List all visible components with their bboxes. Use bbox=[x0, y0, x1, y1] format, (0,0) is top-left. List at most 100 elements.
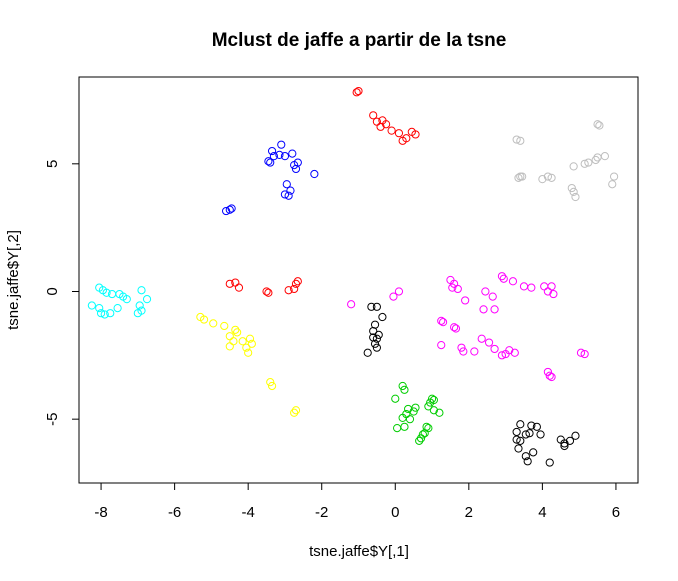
data-point bbox=[367, 302, 376, 311]
data-point bbox=[435, 408, 444, 417]
data-point bbox=[479, 305, 488, 314]
series-0 bbox=[225, 86, 420, 297]
data-point bbox=[448, 283, 457, 292]
x-tick-label: 2 bbox=[465, 504, 473, 521]
data-point bbox=[405, 415, 415, 424]
data-point bbox=[510, 348, 519, 357]
series-5 bbox=[363, 302, 580, 467]
data-point bbox=[233, 328, 242, 337]
data-point bbox=[576, 348, 586, 357]
data-point bbox=[516, 436, 525, 445]
series-4 bbox=[196, 312, 301, 417]
data-point bbox=[418, 430, 427, 439]
x-tick-label: 6 bbox=[612, 504, 620, 521]
data-point bbox=[499, 274, 508, 283]
data-point bbox=[310, 169, 319, 179]
data-point bbox=[508, 277, 518, 286]
data-point bbox=[545, 371, 554, 380]
data-point bbox=[142, 295, 152, 304]
data-point bbox=[122, 295, 131, 304]
data-point bbox=[389, 292, 398, 301]
data-point bbox=[293, 277, 302, 286]
data-point bbox=[225, 332, 234, 341]
data-point bbox=[538, 175, 547, 184]
series-6 bbox=[347, 272, 589, 382]
data-point bbox=[137, 286, 146, 295]
data-point bbox=[264, 157, 273, 166]
data-point bbox=[527, 283, 536, 292]
data-point bbox=[374, 330, 383, 339]
series-2 bbox=[512, 120, 619, 202]
data-point bbox=[540, 282, 549, 291]
chart-title: Mclust de jaffe a partir de la tsne bbox=[212, 30, 507, 51]
data-point bbox=[560, 439, 569, 448]
data-point bbox=[429, 406, 438, 415]
series-3 bbox=[87, 283, 152, 319]
data-point bbox=[225, 279, 234, 288]
data-point bbox=[113, 303, 122, 313]
data-point bbox=[450, 323, 459, 332]
data-point bbox=[415, 436, 424, 445]
data-point bbox=[199, 315, 209, 324]
data-point bbox=[363, 348, 372, 357]
data-point bbox=[569, 162, 578, 171]
data-point bbox=[571, 192, 580, 202]
data-point bbox=[549, 289, 558, 299]
data-point bbox=[352, 88, 361, 97]
data-point bbox=[519, 282, 529, 291]
data-point bbox=[231, 325, 240, 334]
data-point bbox=[220, 321, 229, 331]
y-axis-label: tsne.jaffe$Y[,2] bbox=[5, 230, 22, 330]
data-point bbox=[95, 303, 104, 313]
data-point bbox=[521, 452, 530, 461]
data-point bbox=[484, 338, 494, 347]
data-point bbox=[481, 287, 490, 296]
data-point bbox=[571, 431, 580, 440]
data-point bbox=[490, 344, 499, 354]
data-point bbox=[378, 312, 387, 322]
data-point bbox=[532, 422, 541, 431]
data-point bbox=[547, 282, 556, 291]
data-point bbox=[347, 300, 356, 309]
data-point bbox=[609, 172, 619, 181]
x-tick-label: -4 bbox=[241, 504, 254, 521]
data-point bbox=[591, 155, 600, 165]
data-point bbox=[372, 343, 381, 352]
data-point bbox=[411, 403, 420, 412]
data-point bbox=[291, 164, 301, 174]
x-tick-label: 4 bbox=[538, 504, 546, 521]
y-tick-label: -5 bbox=[44, 412, 61, 425]
data-point bbox=[565, 436, 575, 445]
y-tick-label: 0 bbox=[44, 287, 61, 295]
data-point bbox=[545, 458, 554, 467]
data-point bbox=[560, 441, 569, 451]
x-axis-label: tsne.jaffe$Y[,1] bbox=[309, 543, 409, 560]
data-point bbox=[290, 408, 299, 417]
data-point bbox=[106, 309, 115, 318]
data-point bbox=[398, 413, 407, 422]
data-point bbox=[280, 190, 290, 199]
data-point bbox=[584, 158, 593, 167]
data-point bbox=[247, 339, 256, 348]
data-point bbox=[543, 172, 552, 181]
x-axis: -8 -6 -4 -2 0 2 4 6 bbox=[94, 482, 620, 521]
data-point bbox=[457, 343, 466, 352]
data-point bbox=[477, 334, 486, 343]
data-point bbox=[391, 394, 400, 403]
data-point bbox=[381, 120, 391, 129]
data-point bbox=[580, 159, 589, 168]
data-point bbox=[209, 319, 218, 328]
data-point bbox=[288, 149, 297, 158]
data-point bbox=[376, 122, 385, 131]
data-point bbox=[264, 288, 273, 297]
data-point bbox=[424, 424, 433, 433]
data-point bbox=[497, 351, 507, 360]
data-point bbox=[267, 146, 277, 156]
series-1 bbox=[222, 140, 319, 216]
data-point bbox=[225, 342, 234, 351]
data-point bbox=[286, 186, 295, 195]
data-point bbox=[424, 402, 433, 411]
data-point bbox=[238, 337, 247, 346]
data-point bbox=[229, 337, 238, 346]
